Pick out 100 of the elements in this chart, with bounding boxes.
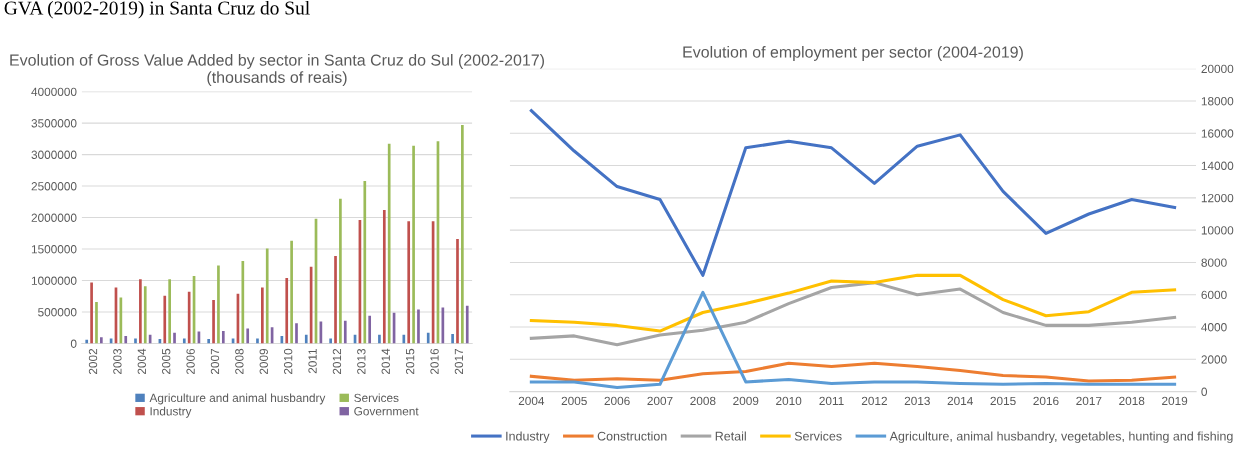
x-tick-label: 2005 bbox=[162, 348, 171, 375]
chart-title: Evolution of employment per sector (2004-2019) bbox=[683, 46, 1023, 61]
bar bbox=[241, 261, 245, 344]
line-series bbox=[529, 273, 1177, 333]
bar bbox=[90, 282, 93, 344]
bar bbox=[451, 334, 454, 344]
x-tick-label: 2013 bbox=[357, 348, 366, 375]
x-tick-label: 2003 bbox=[113, 348, 122, 375]
y-tick-label: 4000000 bbox=[31, 87, 77, 96]
x-tick-label: 2009 bbox=[733, 396, 759, 406]
bar bbox=[134, 338, 137, 344]
x-tick-label: 2002 bbox=[88, 348, 98, 375]
bar bbox=[285, 278, 289, 344]
x-tick-label: 2004 bbox=[137, 348, 146, 375]
x-tick-label: 2007 bbox=[210, 348, 220, 375]
y2-tick-label: 6000 bbox=[1201, 290, 1227, 300]
bar bbox=[304, 334, 308, 344]
bar bbox=[217, 265, 220, 344]
y-tick-label: 2000000 bbox=[31, 213, 77, 222]
x-tick-label: 2006 bbox=[604, 396, 630, 406]
bar bbox=[265, 248, 269, 344]
bar bbox=[339, 198, 342, 344]
bar bbox=[461, 124, 464, 344]
x-tick-label: 2015 bbox=[405, 348, 415, 375]
bar bbox=[143, 286, 147, 344]
bar bbox=[85, 339, 89, 344]
x-tick-label: 2014 bbox=[947, 396, 973, 406]
y2-tick-label: 0 bbox=[1201, 387, 1208, 396]
legend-label: Government bbox=[354, 407, 419, 416]
x-tick-label: 2012 bbox=[332, 348, 342, 375]
bar bbox=[173, 332, 176, 344]
bar bbox=[221, 330, 225, 344]
bar bbox=[207, 339, 211, 344]
x-tick-label: 2016 bbox=[430, 348, 439, 375]
legend-label: Services bbox=[794, 431, 842, 441]
bar bbox=[182, 338, 186, 344]
y2-tick-label: 16000 bbox=[1201, 129, 1234, 138]
bar bbox=[387, 143, 391, 344]
bar bbox=[139, 279, 142, 344]
bar bbox=[456, 238, 459, 344]
legend-label: Retail bbox=[715, 431, 746, 441]
y2-tick-label: 8000 bbox=[1201, 258, 1227, 267]
x-tick-label: 2010 bbox=[776, 396, 802, 406]
bar bbox=[295, 323, 298, 344]
legend-label: Construction bbox=[597, 431, 667, 441]
y2-tick-label: 4000 bbox=[1201, 323, 1227, 332]
x-tick-label: 2018 bbox=[1119, 396, 1145, 406]
legend-label: Agriculture, animal husbandry, vegetables, hunting and fishing bbox=[889, 431, 1233, 444]
x-tick-label: 2008 bbox=[690, 396, 716, 406]
bar bbox=[334, 255, 337, 344]
x-tick-label: 2012 bbox=[861, 396, 887, 406]
x-tick-label: 2009 bbox=[259, 348, 268, 375]
legend-label: Agriculture and animal husbandry bbox=[149, 393, 326, 405]
bar bbox=[368, 315, 372, 344]
x-tick-label: 2013 bbox=[904, 396, 930, 406]
legend-label: Industry bbox=[506, 431, 550, 444]
bar bbox=[343, 320, 347, 344]
x-tick-label: 2017 bbox=[454, 348, 464, 375]
bar bbox=[212, 300, 215, 344]
y-tick-label: 500000 bbox=[38, 308, 77, 317]
x-tick-label: 2004 bbox=[518, 396, 545, 406]
bar bbox=[412, 145, 415, 344]
bar bbox=[187, 291, 191, 344]
bar bbox=[256, 338, 259, 344]
bar bbox=[378, 334, 381, 344]
y2-tick-label: 10000 bbox=[1201, 226, 1234, 235]
bar bbox=[246, 328, 250, 344]
x-tick-label: 2011 bbox=[308, 348, 317, 374]
bar bbox=[329, 338, 332, 344]
y2-tick-label: 14000 bbox=[1201, 161, 1234, 170]
line-series bbox=[529, 290, 1177, 390]
x-tick-label: 2014 bbox=[381, 348, 390, 375]
line-series bbox=[529, 361, 1177, 383]
legend-label: Industry bbox=[150, 406, 192, 418]
line-series bbox=[529, 281, 1177, 347]
chart-title: Evolution of Gross Value Added by sector in Santa Cruz do Sul (2002-2017) (thousands of reais) bbox=[10, 54, 544, 87]
bar bbox=[363, 181, 367, 344]
x-tick-label: 2006 bbox=[186, 348, 195, 375]
y-tick-label: 0 bbox=[70, 339, 77, 348]
y2-tick-label: 18000 bbox=[1201, 97, 1234, 106]
bar bbox=[407, 221, 411, 344]
x-tick-label: 2011 bbox=[819, 396, 844, 406]
x-tick-label: 2008 bbox=[235, 348, 244, 375]
bar bbox=[100, 337, 103, 344]
y-tick-label: 1000000 bbox=[31, 276, 77, 285]
bar bbox=[465, 305, 469, 344]
bar bbox=[124, 335, 128, 344]
bar bbox=[402, 334, 406, 344]
text: GVA (2002-2019) in Santa Cruz do Sul bbox=[4, 0, 310, 19]
bar bbox=[426, 332, 430, 344]
bar bbox=[163, 295, 167, 344]
y-tick-label: 3000000 bbox=[31, 150, 77, 159]
x-tick-label: 2005 bbox=[561, 396, 587, 406]
bar bbox=[290, 240, 293, 344]
x-tick-label: 2015 bbox=[990, 396, 1016, 406]
y-tick-label: 1500000 bbox=[31, 245, 77, 254]
legend-label: Services bbox=[354, 393, 399, 403]
bar bbox=[95, 301, 98, 344]
bar bbox=[382, 209, 386, 344]
x-tick-label: 2019 bbox=[1162, 396, 1188, 406]
